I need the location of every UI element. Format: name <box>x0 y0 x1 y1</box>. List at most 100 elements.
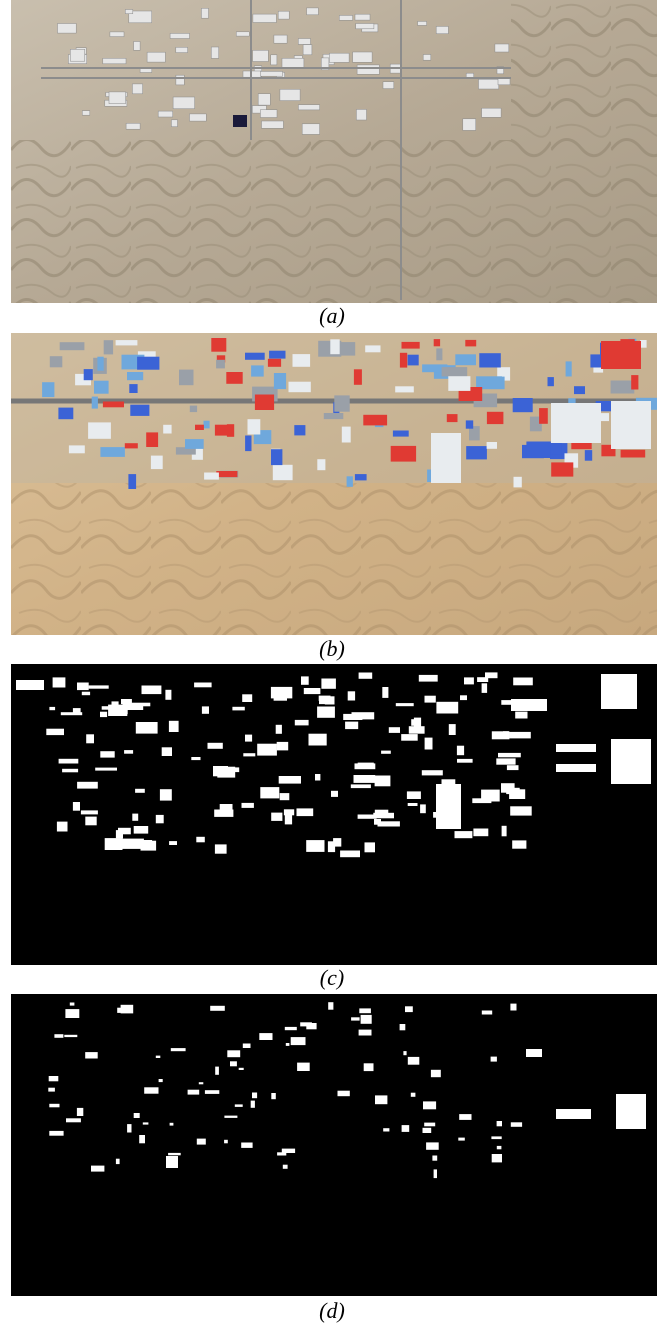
mask-building <box>285 1043 290 1046</box>
mask-building <box>133 826 149 834</box>
mask-building <box>297 1062 310 1071</box>
mask-building <box>224 1139 228 1144</box>
mask-building <box>436 701 459 714</box>
mask-building <box>343 713 363 720</box>
rooftop <box>462 118 476 131</box>
rooftop <box>382 81 395 89</box>
mask-building <box>481 683 488 693</box>
mask-building <box>257 743 277 756</box>
mask-building <box>360 1014 372 1024</box>
mask-building <box>351 1017 360 1021</box>
mask-building <box>234 1104 243 1107</box>
rooftop <box>171 119 178 127</box>
rooftop <box>102 58 127 65</box>
mask-building <box>300 1022 312 1027</box>
rooftop <box>260 71 283 77</box>
rooftop <box>539 408 548 424</box>
mask-building <box>331 790 338 797</box>
mask-building <box>611 739 651 784</box>
mask-building <box>418 674 438 682</box>
rooftop <box>329 52 350 63</box>
rooftop <box>584 450 593 461</box>
rooftop <box>130 404 150 416</box>
rooftop <box>339 15 353 21</box>
mask-building <box>432 1155 438 1161</box>
mask-building <box>358 1029 372 1036</box>
mask-building <box>158 1079 163 1083</box>
mask-building <box>132 813 139 821</box>
rooftop <box>435 26 449 34</box>
mask-building <box>49 1130 64 1136</box>
mask-building <box>242 694 253 702</box>
rooftop <box>334 395 350 412</box>
caption-c: (c) <box>319 965 345 990</box>
mask-building <box>367 1066 373 1071</box>
rooftop <box>281 58 305 69</box>
mask-building <box>204 1090 220 1094</box>
mask-building <box>382 687 389 698</box>
rooftop <box>211 338 227 352</box>
rooftop <box>103 340 114 355</box>
rooftop <box>466 446 487 460</box>
rooftop <box>321 57 330 71</box>
rooftop <box>261 120 284 129</box>
mask-building <box>72 802 80 811</box>
rooftop <box>226 372 243 384</box>
rooftop <box>551 403 601 443</box>
mask-building <box>513 677 533 686</box>
mask-building <box>135 722 158 734</box>
rooftop <box>330 339 340 355</box>
building-mask-d <box>11 994 657 1296</box>
mask-building <box>456 745 465 756</box>
rooftop <box>486 442 497 449</box>
rooftop <box>356 109 367 121</box>
mask-building <box>101 706 113 710</box>
mask-building <box>327 841 336 853</box>
mask-building <box>347 691 356 701</box>
mask-building <box>381 750 391 754</box>
mask-building <box>122 703 144 710</box>
rooftop <box>494 43 510 53</box>
rooftop <box>59 342 85 351</box>
mask-building <box>510 1003 517 1011</box>
mask-building <box>383 1128 390 1132</box>
mask-building <box>509 731 531 739</box>
mask-building <box>526 1049 542 1057</box>
rooftop <box>595 401 619 412</box>
mask-building <box>118 827 131 835</box>
rooftop <box>129 384 138 393</box>
rooftop <box>179 369 194 386</box>
rooftop <box>175 447 196 455</box>
mask-building <box>66 1118 81 1123</box>
rooftop <box>185 439 204 449</box>
rooftop <box>273 373 287 390</box>
rooftop <box>83 369 93 381</box>
mask-building <box>459 1114 472 1120</box>
rooftop <box>75 373 91 386</box>
mask-building <box>62 768 79 773</box>
rooftop <box>422 54 432 61</box>
rooftop <box>272 464 293 481</box>
mask-building <box>278 776 301 784</box>
rooftop <box>513 476 522 488</box>
rooftop <box>620 449 646 458</box>
rooftop <box>565 361 572 377</box>
mask-building <box>155 1055 161 1058</box>
mask-building <box>364 842 375 853</box>
rooftop <box>191 447 203 460</box>
mask-building <box>424 695 436 703</box>
mask-building <box>490 1056 497 1062</box>
mask-building <box>512 840 527 849</box>
mask-building <box>477 677 489 682</box>
mask-building <box>501 825 507 837</box>
rooftop <box>526 441 551 458</box>
rooftop <box>49 356 63 368</box>
mask-building <box>77 682 89 691</box>
rooftop <box>203 420 210 429</box>
mask-building <box>159 789 172 801</box>
rooftop <box>189 113 207 122</box>
mask-building <box>401 734 418 741</box>
mask-building <box>458 1137 465 1141</box>
mask-building <box>104 838 123 850</box>
rooftop <box>601 444 616 457</box>
